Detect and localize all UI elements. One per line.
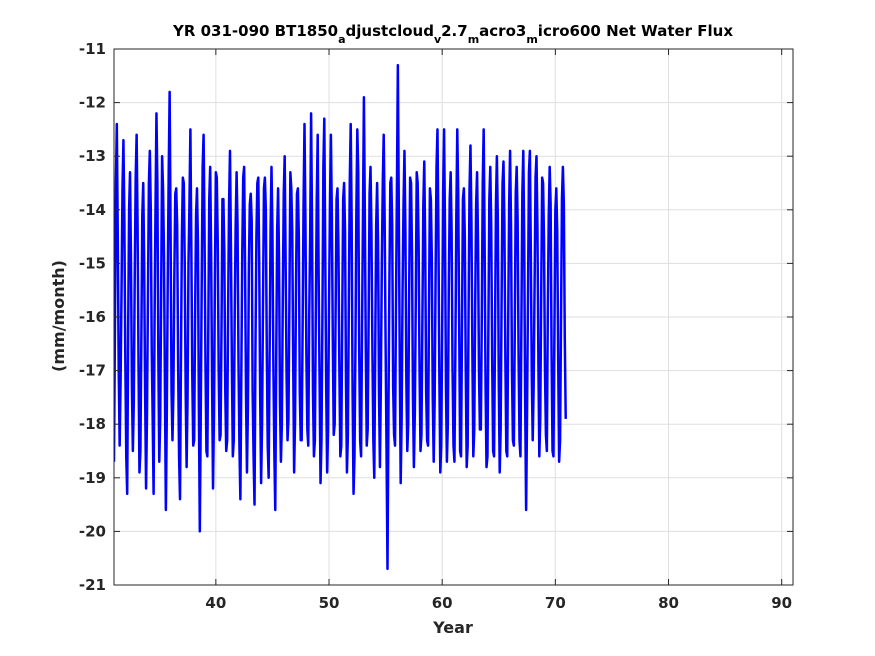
x-tick-label: 80	[658, 594, 679, 612]
x-axis-title: Year	[432, 618, 473, 637]
title-part: a	[338, 33, 345, 46]
title-part: YR 031-090 BT1850	[172, 22, 338, 40]
series-line	[114, 63, 567, 571]
y-tick-label: -21	[79, 576, 106, 594]
x-tick-label: 60	[432, 594, 453, 612]
title-part: acro3	[479, 22, 526, 40]
series-layer	[114, 63, 567, 571]
y-tick-label: -19	[79, 469, 106, 487]
x-tick-label: 70	[545, 594, 566, 612]
y-tick-label: -11	[79, 40, 106, 58]
title-part: m	[526, 33, 537, 46]
y-axis: -21 -20 -19 -18 -17 -16 -15 -14 -13 -12 -11	[79, 40, 793, 594]
y-tick-label: -17	[79, 362, 106, 380]
y-tick-label: -15	[79, 254, 106, 272]
y-tick-label: -13	[79, 147, 106, 165]
title-part: icro600 Net Water Flux	[538, 22, 734, 40]
y-tick-label: -12	[79, 94, 106, 112]
y-axis-title: (mm/month)	[49, 260, 68, 372]
title-part: m	[468, 33, 479, 46]
y-tick-label: -18	[79, 415, 106, 433]
chart-title: YR 031-090 BT1850adjustcloudv2.7macro3mi…	[172, 22, 733, 46]
y-tick-label: -14	[79, 201, 106, 219]
x-tick-label: 90	[771, 594, 792, 612]
y-tick-label: -20	[79, 522, 106, 540]
title-part: 2.7	[441, 22, 468, 40]
title-part: v	[434, 33, 442, 46]
x-tick-label: 50	[319, 594, 340, 612]
x-axis: 40 50 60 70 80 90	[205, 49, 792, 612]
title-part: djustcloud	[346, 22, 434, 40]
x-tick-label: 40	[205, 594, 226, 612]
y-tick-label: -16	[79, 308, 106, 326]
